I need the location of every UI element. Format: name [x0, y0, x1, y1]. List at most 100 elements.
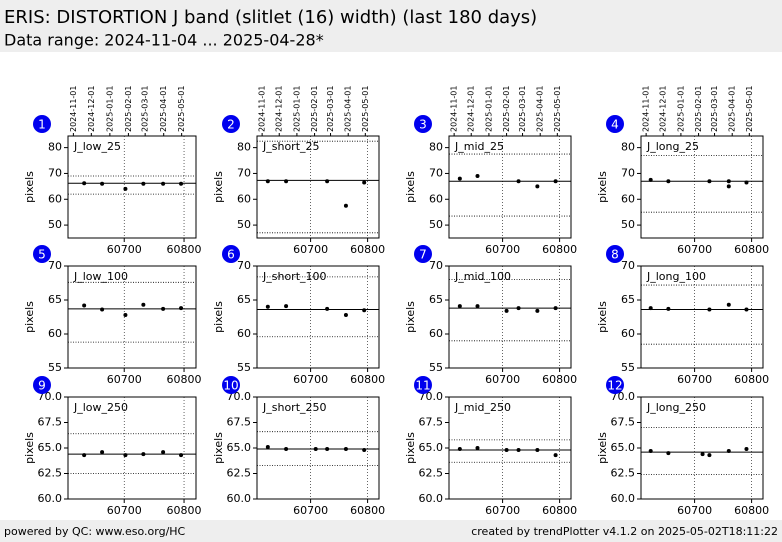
top-x-tick-label: 2025-01-01 — [292, 86, 301, 133]
x-tick-label: 60800 — [734, 373, 769, 386]
data-point — [141, 452, 146, 457]
data-point — [265, 444, 270, 449]
panel-label: J_low_100 — [73, 270, 128, 283]
y-tick-label: 80 — [621, 141, 635, 154]
data-point — [553, 179, 558, 184]
y-tick-label: 70 — [429, 166, 443, 179]
data-point — [123, 453, 128, 458]
plot-frame — [640, 265, 764, 369]
y-tick-label: 60.0 — [227, 492, 252, 505]
top-x-tick-label: 2025-04-01 — [728, 86, 737, 133]
plot-area — [641, 136, 763, 238]
panel-label: J_mid_250 — [454, 401, 511, 414]
panel-badge-number: 8 — [611, 248, 619, 262]
data-point — [648, 449, 653, 454]
data-point — [161, 306, 166, 311]
data-point — [666, 451, 671, 456]
data-point — [475, 446, 480, 450]
plot-area — [257, 266, 379, 368]
top-x-tick-label: 2024-12-01 — [87, 86, 96, 133]
y-tick-label: 62.5 — [227, 467, 252, 480]
y-tick-label: 80 — [48, 141, 62, 154]
top-x-tick-label: 2025-05-01 — [361, 86, 370, 133]
data-point — [700, 452, 705, 457]
y-tick-label: 55 — [621, 361, 635, 374]
plot-frame — [256, 135, 380, 239]
data-point — [100, 307, 105, 312]
plot-area — [449, 136, 571, 238]
y-tick-label: 65 — [237, 293, 251, 306]
y-tick-label: 50 — [621, 218, 635, 231]
top-x-tick-label: 2024-11-01 — [450, 86, 459, 133]
panel-badge — [606, 115, 624, 133]
y-axis-label: pixels — [23, 171, 36, 203]
y-tick-label: 67.5 — [419, 416, 444, 429]
data-point — [141, 302, 146, 307]
top-x-tick-label: 2025-05-01 — [553, 86, 562, 133]
panel-label: J_long_25 — [646, 140, 699, 153]
x-tick-label: 60700 — [107, 373, 142, 386]
data-point — [284, 304, 289, 309]
y-tick-label: 80 — [237, 141, 251, 154]
y-axis-label: pixels — [212, 432, 225, 464]
footer-left: powered by QC: www.eso.org/HC — [4, 525, 186, 538]
y-tick-label: 65 — [621, 293, 635, 306]
y-axis-label: pixels — [596, 301, 609, 333]
y-tick-label: 67.5 — [227, 416, 252, 429]
panel-badge — [33, 115, 51, 133]
x-tick-label: 60700 — [677, 243, 712, 256]
top-x-tick-label: 2025-02-01 — [124, 86, 133, 133]
top-x-tick-label: 2025-02-01 — [694, 86, 703, 133]
data-point — [362, 308, 367, 313]
data-point — [504, 448, 509, 453]
data-point — [343, 447, 348, 452]
plot-area — [641, 397, 763, 499]
data-point — [325, 306, 330, 311]
plot-frame — [67, 135, 197, 239]
data-point — [516, 306, 521, 311]
top-x-tick-label: 2025-03-01 — [710, 86, 719, 133]
plot-frame — [640, 135, 764, 239]
data-point — [100, 450, 105, 455]
y-tick-label: 70 — [48, 259, 62, 272]
y-tick-label: 62.5 — [611, 467, 636, 480]
data-point — [284, 447, 289, 452]
y-tick-label: 70 — [237, 259, 251, 272]
header-band — [0, 0, 782, 52]
data-point — [343, 203, 348, 208]
y-tick-label: 70 — [237, 166, 251, 179]
plot-area — [257, 136, 379, 238]
panel-label: J_short_25 — [262, 140, 320, 153]
x-tick-label: 60800 — [542, 504, 577, 517]
data-point — [666, 306, 671, 311]
x-tick-label: 60800 — [167, 243, 202, 256]
data-point — [744, 447, 749, 452]
y-tick-label: 65 — [429, 293, 443, 306]
y-tick-label: 70 — [429, 259, 443, 272]
top-x-tick-label: 2025-01-01 — [105, 86, 114, 133]
data-point — [343, 312, 348, 317]
y-tick-label: 60.0 — [38, 492, 63, 505]
y-axis-label: pixels — [212, 171, 225, 203]
y-tick-label: 60 — [621, 192, 635, 205]
panel-badge — [606, 245, 624, 263]
data-point — [504, 308, 509, 313]
y-tick-label: 70 — [621, 259, 635, 272]
data-point — [313, 447, 318, 452]
y-tick-label: 60 — [48, 192, 62, 205]
x-tick-label: 60800 — [542, 243, 577, 256]
top-x-tick-label: 2025-01-01 — [484, 86, 493, 133]
panel-badge-number: 10 — [223, 379, 238, 393]
panel-badge-number: 4 — [611, 118, 619, 132]
y-axis-label: pixels — [404, 432, 417, 464]
data-point — [179, 181, 184, 186]
panel-badge — [33, 376, 51, 394]
top-x-tick-label: 2025-02-01 — [502, 86, 511, 133]
data-point — [161, 450, 166, 455]
footer-band — [0, 520, 782, 542]
data-point — [475, 304, 480, 309]
panel-label: J_low_250 — [73, 401, 128, 414]
data-point — [265, 179, 270, 184]
data-point — [265, 304, 270, 309]
